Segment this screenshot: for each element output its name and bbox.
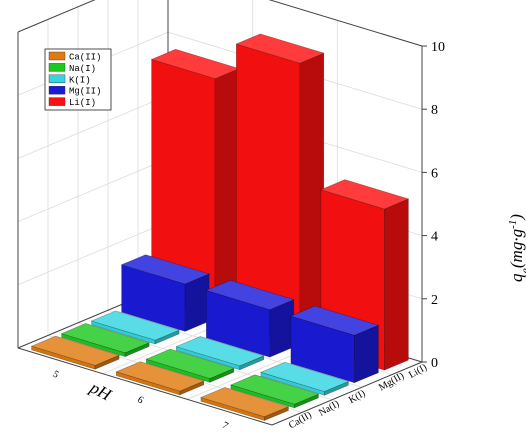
z-tick-label: 8 <box>431 103 438 118</box>
legend-label: Na(I) <box>69 64 96 74</box>
legend-label: Li(I) <box>69 98 96 108</box>
bar-Ca(II)-5 <box>30 335 120 370</box>
bar-face-top <box>260 361 350 392</box>
y-axis-line <box>271 361 423 426</box>
bar-face-top <box>90 310 180 341</box>
bar-face-top <box>120 254 210 285</box>
bar-Na(I)-5 <box>60 323 150 358</box>
bar-face-top <box>145 348 235 379</box>
bar-face-top <box>200 387 290 418</box>
z-tick-label: 0 <box>431 356 438 371</box>
chart-bars <box>30 33 410 421</box>
bar-K(I)-6 <box>175 336 265 371</box>
legend-label: Mg(II) <box>69 87 101 97</box>
z-tick-label: 2 <box>431 293 438 308</box>
legend-label: K(I) <box>69 75 91 85</box>
bar-face-top <box>60 323 150 354</box>
bar-K(I)-5 <box>90 310 180 345</box>
x-tick-label: 7 <box>220 420 230 432</box>
bar-face-top <box>115 361 205 392</box>
legend-swatch <box>48 51 66 61</box>
bar-Mg(II)-7 <box>290 305 380 384</box>
x-tick-label: 5 <box>51 369 61 381</box>
bar-Li(I)-6 <box>235 33 325 345</box>
bar-Mg(II)-5 <box>120 254 210 332</box>
z-tick-label: 10 <box>431 40 445 55</box>
bar-face-top <box>320 179 410 210</box>
x-axis-line <box>17 347 273 426</box>
z-tick-label: 6 <box>431 166 438 181</box>
legend: Ca(II)Na(I)K(I) Mg(II)Li(I) <box>44 48 112 111</box>
bar-face-right <box>384 198 409 371</box>
bar-Li(I)-5 <box>150 48 240 320</box>
bar-face-right <box>214 68 240 320</box>
bar-face-top <box>205 279 295 311</box>
bar-face-top <box>30 335 120 366</box>
z-tick-label: 4 <box>431 230 438 245</box>
legend-swatch <box>48 97 66 106</box>
bar-Na(I)-6 <box>145 348 235 383</box>
bar-Ca(II)-7 <box>200 387 290 421</box>
bar-face-right <box>299 52 325 345</box>
bar-Ca(II)-6 <box>115 361 205 396</box>
legend-swatch <box>48 85 66 95</box>
z-axis-label: qe(mg·g-1) <box>507 214 526 282</box>
bar-K(I)-7 <box>260 361 350 396</box>
x-axis-label: pH <box>86 377 116 405</box>
top-right-edge-line <box>268 0 423 47</box>
bar-face-top <box>150 48 240 79</box>
legend-swatch <box>48 63 66 72</box>
legend-swatch <box>48 74 66 84</box>
bar-Mg(II)-6 <box>205 279 295 358</box>
x-tick-label: 6 <box>135 394 145 406</box>
bar-face-top <box>235 33 325 64</box>
bar-Na(I)-7 <box>230 374 320 409</box>
legend-label: Ca(II) <box>69 53 101 63</box>
bar-face-top <box>290 305 380 336</box>
bar-face-top <box>175 336 265 367</box>
top-left-edge-line <box>17 0 96 33</box>
bar-face-top <box>230 374 320 405</box>
